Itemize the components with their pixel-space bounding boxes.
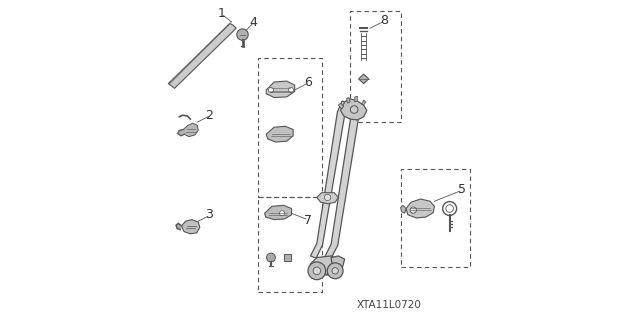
Circle shape [350, 106, 358, 113]
Circle shape [313, 267, 321, 275]
Polygon shape [401, 205, 406, 213]
Text: 4: 4 [249, 16, 257, 29]
Circle shape [266, 253, 275, 262]
Text: 8: 8 [380, 14, 388, 27]
Polygon shape [266, 126, 293, 142]
Polygon shape [355, 96, 357, 102]
Text: 6: 6 [304, 77, 312, 89]
Polygon shape [326, 256, 345, 275]
Circle shape [280, 211, 285, 216]
Polygon shape [358, 74, 369, 84]
Text: 2: 2 [205, 109, 212, 122]
Polygon shape [347, 98, 350, 103]
Polygon shape [178, 130, 185, 136]
Circle shape [327, 263, 343, 279]
Circle shape [308, 262, 326, 280]
Polygon shape [168, 24, 236, 88]
Polygon shape [340, 99, 367, 120]
Polygon shape [339, 103, 344, 109]
Text: 3: 3 [205, 208, 212, 221]
Text: XTA11L0720: XTA11L0720 [357, 300, 422, 310]
Polygon shape [324, 105, 364, 258]
Polygon shape [182, 219, 200, 234]
Circle shape [237, 29, 248, 40]
Text: 5: 5 [458, 183, 466, 197]
Text: 7: 7 [304, 214, 312, 227]
Text: 1: 1 [218, 7, 226, 20]
Polygon shape [310, 101, 350, 258]
Circle shape [410, 207, 417, 213]
Polygon shape [310, 256, 337, 275]
Bar [284, 254, 291, 261]
Polygon shape [176, 223, 182, 230]
Polygon shape [362, 100, 366, 105]
Polygon shape [265, 205, 292, 219]
Polygon shape [266, 81, 294, 98]
Circle shape [289, 87, 293, 93]
Polygon shape [317, 193, 339, 204]
Polygon shape [406, 199, 435, 218]
Circle shape [268, 87, 273, 93]
Circle shape [324, 194, 331, 201]
Polygon shape [184, 123, 198, 137]
Circle shape [332, 268, 339, 274]
